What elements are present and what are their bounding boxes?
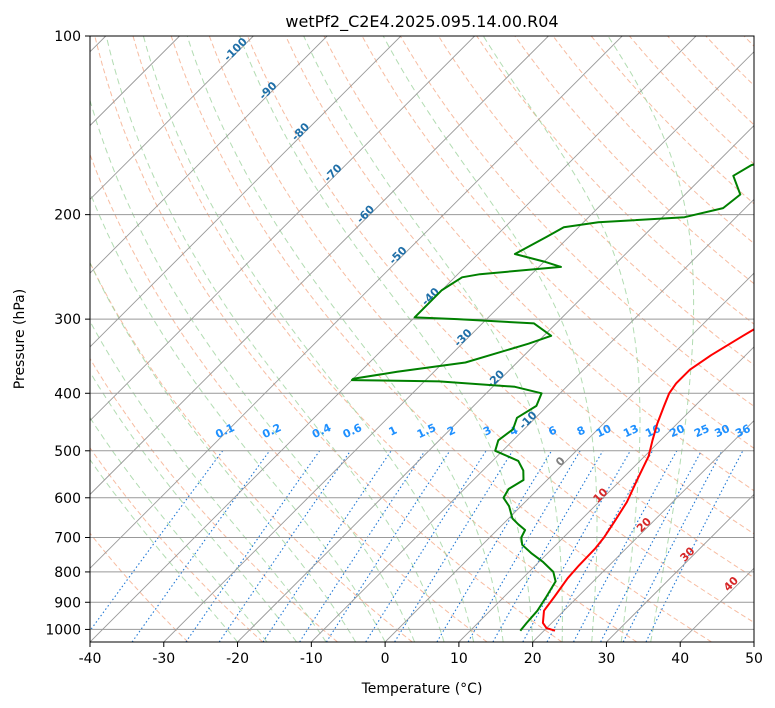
x-tick-label: -10: [300, 651, 323, 667]
y-tick-label: 100: [54, 29, 81, 45]
y-tick-label: 900: [54, 595, 81, 611]
x-tick-label: 50: [745, 651, 763, 667]
dry-adiabat-line: [629, 36, 754, 165]
isotherm-line: [90, 36, 623, 569]
mixing-ratio-line: [573, 450, 678, 642]
dry-adiabat-line: [90, 357, 338, 642]
x-tick-label: -40: [79, 651, 102, 667]
mixing-ratio-line: [467, 450, 581, 642]
dry-adiabat-line: [90, 532, 189, 642]
dry-adiabat-line: [208, 36, 754, 624]
y-tick-label: 800: [54, 565, 81, 581]
mixing-ratio-label: 16: [643, 422, 663, 440]
moist-adiabat-line: [90, 98, 416, 642]
mixing-ratio-label: 25: [692, 422, 711, 440]
dry-adiabat-line: [399, 36, 754, 407]
dry-adiabat-line: [323, 36, 754, 492]
x-tick-label: 40: [671, 651, 689, 667]
y-tick-label: 500: [54, 444, 81, 460]
moist-adiabat-line: [90, 416, 268, 642]
mixing-ratio-label: 20: [668, 422, 688, 440]
y-tick-label: 1000: [45, 622, 81, 638]
y-tick-label: 200: [54, 208, 81, 224]
mixing-ratio-label: 30: [713, 422, 733, 440]
moist-adiabat-line: [607, 36, 695, 642]
moist-adiabat-line: [186, 36, 504, 642]
x-tick-label: 20: [524, 651, 542, 667]
x-axis-label: Temperature (°C): [361, 681, 483, 697]
isotherm-line: [163, 51, 754, 642]
mixing-ratio-line: [394, 450, 514, 642]
y-tick-label: 300: [54, 312, 81, 328]
isotherm-line: [532, 420, 754, 642]
moist-adiabats: [90, 36, 695, 642]
y-axis-ticks: 100 200 300 400 500 600 700 800 900 1000: [45, 29, 90, 638]
dry-adiabat-line: [170, 36, 712, 642]
x-axis-ticks: -40 -30 -20 -10 0 10 20 30 40 50: [79, 642, 763, 667]
mixing-ratio-label: 36: [733, 422, 753, 440]
isotherm-line: [90, 36, 475, 422]
x-tick-label: 30: [598, 651, 616, 667]
moist-adiabat-line: [90, 458, 238, 642]
moist-adiabat-line: [142, 36, 475, 642]
mixing-ratio-line: [325, 450, 451, 642]
isotherm-line: [90, 36, 328, 274]
dewpoint-profile-line: [350, 163, 754, 632]
y-tick-label: 400: [54, 386, 81, 402]
y-axis-label: Pressure (hPa): [12, 289, 28, 389]
y-tick-label: 700: [54, 531, 81, 547]
dry-adiabat-line: [90, 261, 413, 642]
moist-adiabat-line: [90, 191, 386, 642]
dry-adiabat-line: [361, 36, 754, 449]
y-tick-label: 600: [54, 491, 81, 507]
mixing-ratio-line: [436, 450, 553, 642]
dry-adiabat-line: [476, 36, 754, 325]
plot-frame: [89, 35, 755, 643]
x-tick-label: -20: [226, 651, 249, 667]
isotherm-line: [606, 493, 754, 642]
mixing-ratio-line: [492, 450, 604, 642]
dry-adiabat-line: [132, 36, 638, 642]
x-tick-label: -30: [152, 651, 175, 667]
mixing-ratio-line: [185, 450, 321, 642]
isotherm-line: [384, 272, 754, 642]
isotherm-line: [90, 36, 697, 642]
isotherm-line: [458, 346, 754, 642]
isotherm-line: [311, 198, 754, 642]
moist-adiabat-line: [90, 371, 297, 642]
plot-area: -100-90-80-70-60-50-40-30-20-10010203040…: [90, 36, 754, 642]
sounding-series: [350, 163, 754, 632]
mixing-ratio-line: [218, 450, 351, 642]
mixing-ratio-lines: [90, 450, 744, 642]
dry-adiabat-line: [552, 36, 754, 245]
isotherm-line: [90, 36, 254, 200]
dry-adiabat-line: [94, 36, 563, 642]
moist-adiabat-line: [105, 36, 445, 642]
temperature-profile-line: [541, 328, 754, 632]
x-tick-label: 0: [381, 651, 390, 667]
x-tick-label: 10: [450, 651, 468, 667]
moist-adiabat-line: [382, 36, 598, 642]
mixing-ratio-line: [365, 450, 487, 642]
mixing-ratio-line: [131, 450, 271, 642]
chart-title: wetPf2_C2E4.2025.095.14.00.R04: [285, 12, 558, 32]
dry-adiabats: [90, 36, 754, 642]
isotherm-line: [90, 36, 402, 348]
isotherm-line: [90, 36, 549, 496]
mixing-ratio-label: 13: [621, 422, 640, 440]
mixing-ratio-line: [522, 450, 631, 642]
moist-adiabat-line: [90, 320, 327, 642]
moist-adiabat-line: [90, 261, 357, 642]
dry-adiabat-line: [438, 36, 754, 366]
isobars: [90, 36, 754, 630]
moist-adiabat-line: [482, 36, 641, 642]
moist-adiabat-line: [239, 36, 534, 642]
mixing-ratio-label: 10: [594, 422, 614, 440]
